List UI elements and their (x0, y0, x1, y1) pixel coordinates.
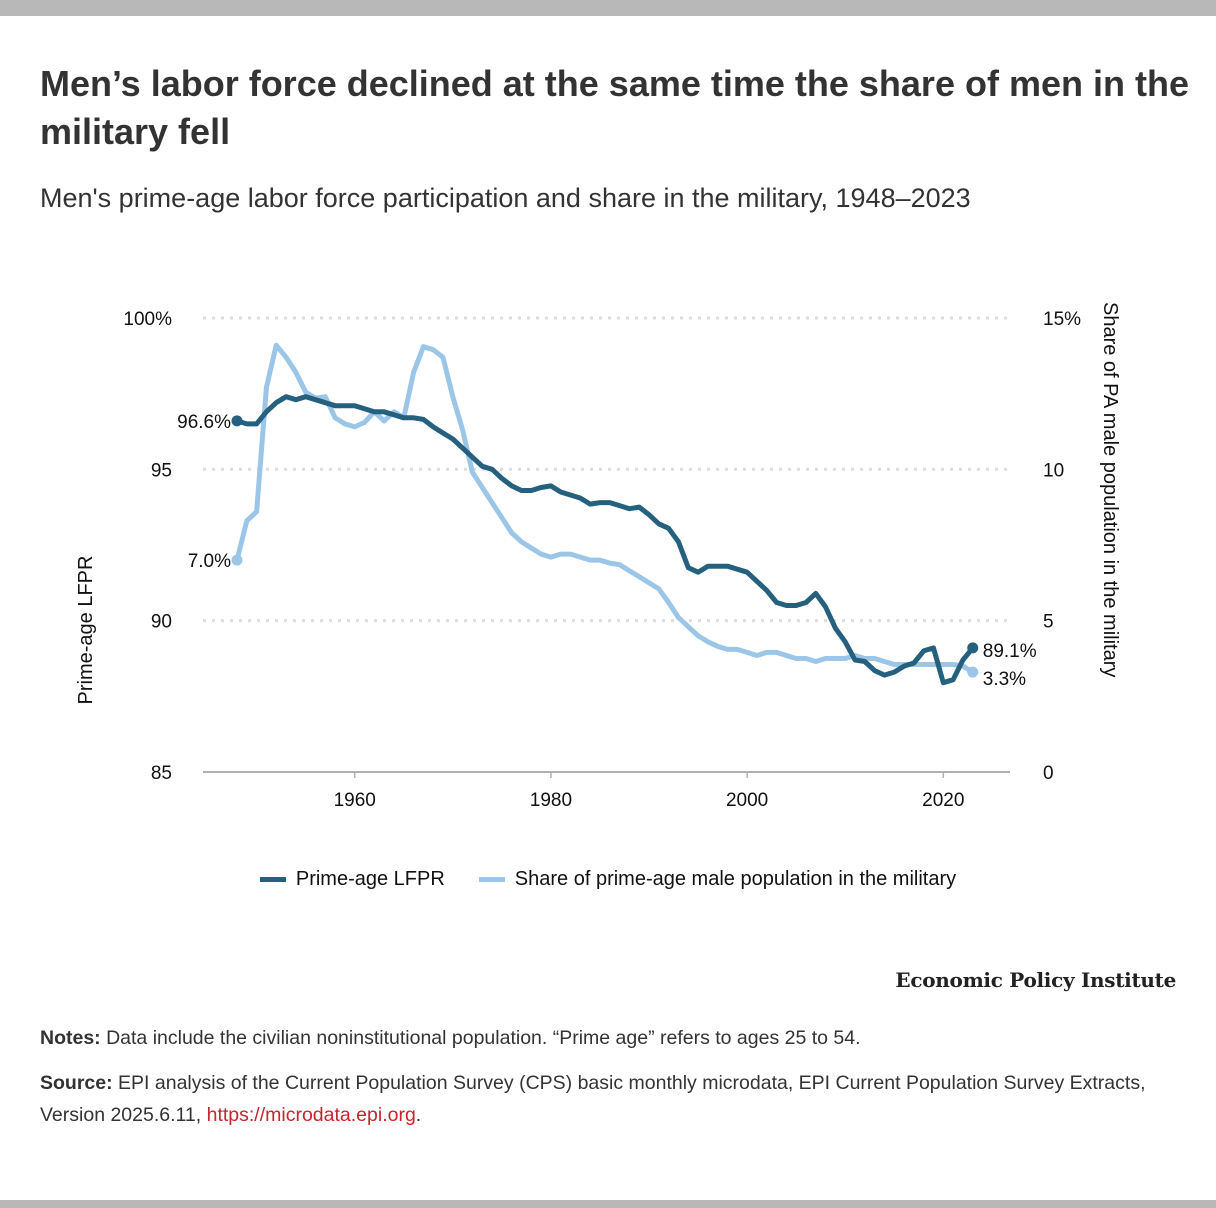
y2-axis-title: Share of PA male population in the milit… (1099, 302, 1121, 677)
lfpr-line (234, 394, 976, 686)
end-value-label: 89.1% (983, 641, 1037, 662)
x-tick-label: 1980 (530, 790, 572, 811)
y-tick-label: 90 (151, 612, 172, 633)
y2-tick-label: 15% (1043, 309, 1081, 330)
start-value-label: 96.6% (177, 412, 231, 433)
end-value-label: 3.3% (983, 669, 1026, 690)
epi-logo: Economic Policy Institute (895, 968, 1176, 992)
notes-label: Notes: (40, 1027, 101, 1049)
source-label: Source: (40, 1072, 113, 1094)
chart-subtitle: Men's prime-age labor force participatio… (40, 183, 971, 213)
line-chart: 85 0 90 5 95 10 100% 15% 1960 1980 2000 2020 Prime-… (75, 302, 1121, 811)
start-point (231, 554, 243, 566)
legend-swatch-military (478, 877, 505, 882)
x-tick-label: 1960 (334, 790, 376, 811)
bottom-border (0, 1200, 1216, 1208)
legend-label-lfpr: Prime-age LFPR (295, 868, 445, 890)
x-tick-label: 2000 (726, 790, 768, 811)
legend: Prime-age LFPR Share of prime-age male p… (0, 868, 1216, 891)
chart-title: Men’s labor force declined at the same t… (40, 63, 1189, 152)
source-link[interactable]: https://microdata.epi.org (206, 1104, 416, 1126)
legend-item-lfpr: Prime-age LFPR (259, 868, 445, 891)
source-end: . (415, 1104, 422, 1126)
legend-label-military: Share of prime-age male population in th… (514, 868, 957, 890)
y-axis-title: Prime-age LFPR (75, 556, 97, 705)
y2-tick-label: 5 (1043, 612, 1054, 633)
axis-ticks: 85 0 90 5 95 10 100% 15% 1960 1980 2000 2020 (123, 309, 1081, 811)
notes: Notes: Data include the civilian noninst… (40, 1022, 1180, 1054)
y-tick-label: 95 (151, 460, 172, 481)
source: Source: EPI analysis of the Current Popu… (40, 1067, 1180, 1131)
legend-swatch-lfpr (259, 877, 286, 882)
top-border (0, 0, 1216, 16)
notes-text: Data include the civilian noninstitution… (100, 1027, 861, 1049)
end-point (967, 642, 979, 654)
gridlines (203, 316, 1010, 773)
y-tick-label: 100% (123, 309, 172, 330)
y2-tick-label: 10 (1043, 460, 1064, 481)
start-point (231, 415, 243, 427)
military-line (234, 342, 976, 675)
end-point (967, 666, 979, 678)
y-tick-label: 85 (151, 763, 172, 784)
legend-item-military: Share of prime-age male population in th… (478, 868, 957, 891)
y2-tick-label: 0 (1043, 763, 1054, 784)
start-value-label: 7.0% (188, 551, 231, 572)
source-text: EPI analysis of the Current Population S… (40, 1072, 1146, 1126)
series-lines: 7.0% 3.3% 96.6% 89.1% (177, 342, 1037, 690)
x-tick-label: 2020 (922, 790, 964, 811)
